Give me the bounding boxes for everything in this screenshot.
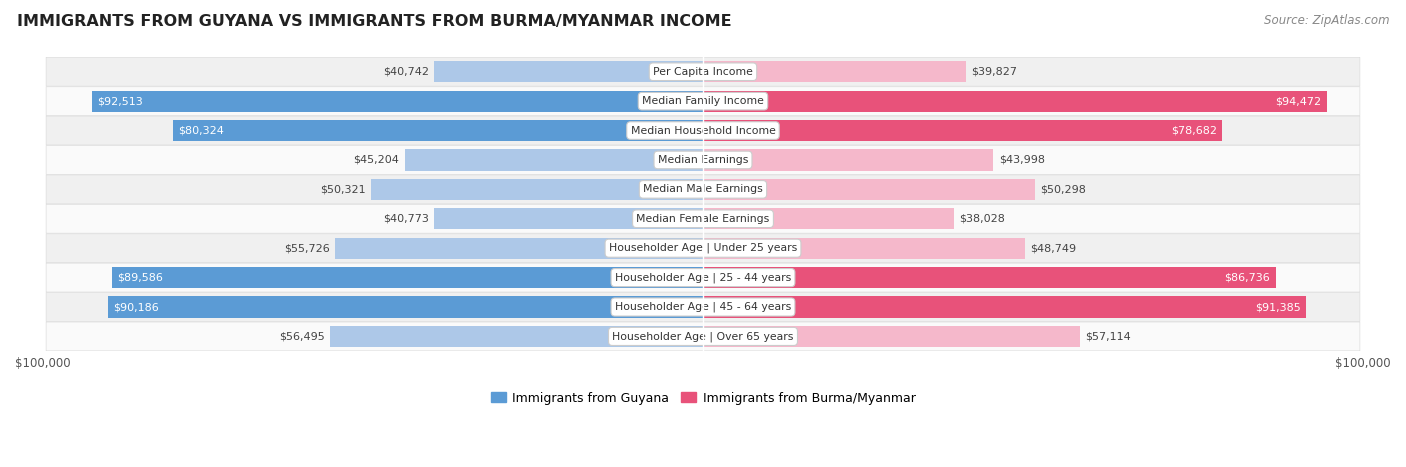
FancyBboxPatch shape: [46, 263, 1360, 292]
Bar: [93, 91, 703, 112]
Text: $39,827: $39,827: [972, 67, 1017, 77]
Text: $50,321: $50,321: [321, 184, 366, 194]
Bar: [703, 120, 1222, 141]
Bar: [434, 61, 703, 82]
Text: Median Male Earnings: Median Male Earnings: [643, 184, 763, 194]
Text: $89,586: $89,586: [117, 273, 163, 283]
Text: $94,472: $94,472: [1275, 96, 1322, 106]
Bar: [335, 238, 703, 259]
Text: Median Family Income: Median Family Income: [643, 96, 763, 106]
Text: $90,186: $90,186: [112, 302, 159, 312]
Text: Per Capita Income: Per Capita Income: [652, 67, 754, 77]
Text: $57,114: $57,114: [1085, 332, 1130, 341]
Text: $40,773: $40,773: [382, 214, 429, 224]
Text: Median Female Earnings: Median Female Earnings: [637, 214, 769, 224]
FancyBboxPatch shape: [46, 87, 1360, 115]
Text: Source: ZipAtlas.com: Source: ZipAtlas.com: [1264, 14, 1389, 27]
Bar: [703, 267, 1275, 288]
Text: $78,682: $78,682: [1171, 126, 1218, 135]
Text: IMMIGRANTS FROM GUYANA VS IMMIGRANTS FROM BURMA/MYANMAR INCOME: IMMIGRANTS FROM GUYANA VS IMMIGRANTS FRO…: [17, 14, 731, 29]
Bar: [703, 179, 1035, 200]
Text: $92,513: $92,513: [97, 96, 143, 106]
Text: $56,495: $56,495: [278, 332, 325, 341]
Bar: [173, 120, 703, 141]
Bar: [371, 179, 703, 200]
Bar: [703, 297, 1306, 318]
Text: $45,204: $45,204: [353, 155, 399, 165]
Text: $38,028: $38,028: [959, 214, 1005, 224]
Bar: [434, 208, 703, 229]
Text: $80,324: $80,324: [179, 126, 224, 135]
Bar: [703, 61, 966, 82]
FancyBboxPatch shape: [46, 234, 1360, 262]
Bar: [108, 297, 703, 318]
FancyBboxPatch shape: [46, 175, 1360, 204]
Bar: [703, 149, 994, 170]
FancyBboxPatch shape: [46, 57, 1360, 86]
Text: Householder Age | Under 25 years: Householder Age | Under 25 years: [609, 243, 797, 254]
Legend: Immigrants from Guyana, Immigrants from Burma/Myanmar: Immigrants from Guyana, Immigrants from …: [485, 387, 921, 410]
FancyBboxPatch shape: [46, 322, 1360, 351]
Text: $43,998: $43,998: [998, 155, 1045, 165]
Bar: [703, 326, 1080, 347]
FancyBboxPatch shape: [46, 146, 1360, 174]
Bar: [405, 149, 703, 170]
Bar: [330, 326, 703, 347]
FancyBboxPatch shape: [46, 293, 1360, 321]
Text: $91,385: $91,385: [1256, 302, 1301, 312]
Text: $55,726: $55,726: [284, 243, 330, 253]
Text: $86,736: $86,736: [1225, 273, 1271, 283]
Text: $48,749: $48,749: [1031, 243, 1076, 253]
Text: Median Earnings: Median Earnings: [658, 155, 748, 165]
Text: Householder Age | 45 - 64 years: Householder Age | 45 - 64 years: [614, 302, 792, 312]
Bar: [703, 208, 955, 229]
FancyBboxPatch shape: [46, 116, 1360, 145]
Text: Median Household Income: Median Household Income: [630, 126, 776, 135]
FancyBboxPatch shape: [46, 205, 1360, 233]
Text: Householder Age | Over 65 years: Householder Age | Over 65 years: [612, 331, 794, 342]
Bar: [111, 267, 703, 288]
Text: $40,742: $40,742: [382, 67, 429, 77]
Text: Householder Age | 25 - 44 years: Householder Age | 25 - 44 years: [614, 272, 792, 283]
Text: $50,298: $50,298: [1040, 184, 1087, 194]
Bar: [703, 91, 1327, 112]
Bar: [703, 238, 1025, 259]
